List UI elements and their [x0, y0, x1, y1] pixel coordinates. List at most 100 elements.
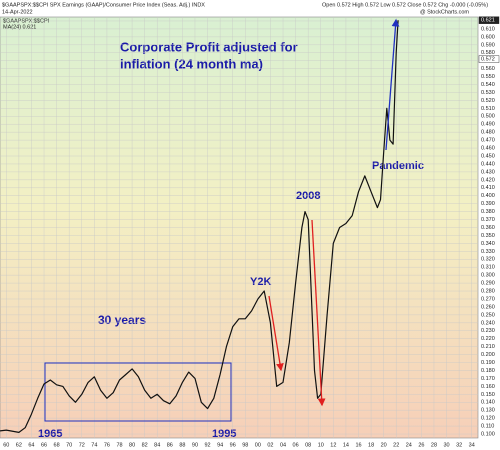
x-tick-label: 94: [217, 442, 223, 448]
y-tick-label: 0.350: [481, 233, 495, 239]
x-tick-label: 02: [267, 442, 273, 448]
x-tick-label: 26: [418, 442, 424, 448]
x-tick-label: 28: [431, 442, 437, 448]
x-tick-label: 92: [204, 442, 210, 448]
x-tick-label: 70: [66, 442, 72, 448]
source: @ StockCharts.com: [420, 9, 469, 15]
y-tick-label: 0.560: [481, 66, 495, 72]
y-tick-label: 0.600: [481, 34, 495, 40]
chart-subtitle: inflation (24 month ma): [120, 56, 263, 71]
x-tick-label: 12: [330, 442, 336, 448]
x-tick-label: 14: [343, 442, 349, 448]
y-tick-label: 0.370: [481, 217, 495, 223]
y-tick-label: 0.540: [481, 82, 495, 88]
x-tick-label: 80: [129, 442, 135, 448]
y-tick-label: 0.310: [481, 265, 495, 271]
y-tick-label: 0.400: [481, 193, 495, 199]
y-tick-label: 0.240: [481, 320, 495, 326]
last-value-tag: [478, 55, 500, 63]
y-tick-label: 0.220: [481, 336, 495, 342]
y-tick-label: 0.200: [481, 352, 495, 358]
y-tick-label: 0.320: [481, 257, 495, 263]
x-tick-label: 72: [79, 442, 85, 448]
y-tick-label: 0.460: [481, 146, 495, 152]
x-tick-label: 32: [456, 442, 462, 448]
y-tick-label: 0.330: [481, 249, 495, 255]
y-tick-label: 0.510: [481, 106, 495, 112]
arrow: [311, 219, 326, 407]
annotation: 30 years: [98, 313, 146, 327]
y-tick-label: 0.340: [481, 241, 495, 247]
y-tick-label: 0.410: [481, 185, 495, 191]
y-tick-label: 0.450: [481, 153, 495, 159]
x-tick-label: 86: [167, 442, 173, 448]
y-tick-label: 0.380: [481, 209, 495, 215]
x-tick-label: 16: [355, 442, 361, 448]
date: 14-Apr-2022: [2, 9, 33, 15]
y-tick-label: 0.430: [481, 169, 495, 175]
x-tick-label: 64: [28, 442, 34, 448]
symbol-line: $GAAPSPX:$$CPI SPX Earnings (GAAP)/Consu…: [2, 2, 205, 8]
y-tick-label: 0.470: [481, 138, 495, 144]
y-tick-label: 0.210: [481, 344, 495, 350]
y-tick-label: 0.130: [481, 408, 495, 414]
annotation: Y2K: [250, 276, 271, 288]
y-tick-label: 0.490: [481, 122, 495, 128]
x-tick-label: 30: [443, 442, 449, 448]
x-tick-label: 34: [469, 442, 475, 448]
x-tick-label: 06: [293, 442, 299, 448]
x-tick-label: 08: [305, 442, 311, 448]
y-tick-label: 0.290: [481, 281, 495, 287]
y-tick-label: 0.550: [481, 74, 495, 80]
x-tick-label: 24: [406, 442, 412, 448]
line: [0, 20, 399, 433]
y-tick-label: 0.180: [481, 368, 495, 374]
y-tick-label: 0.530: [481, 90, 495, 96]
y-tick-label: 0.170: [481, 376, 495, 382]
x-tick-label: 74: [91, 442, 97, 448]
x-tick-label: 62: [16, 442, 22, 448]
y-tick-label: 0.190: [481, 360, 495, 366]
x-tick-label: 76: [104, 442, 110, 448]
legend-entry: $GAAPSPX:$$CPI: [3, 18, 50, 24]
last-value-label: 0.572: [481, 57, 495, 63]
y-tick-label: 0.270: [481, 296, 495, 302]
x-tick-label: 10: [318, 442, 324, 448]
y-tick-label: 0.140: [481, 400, 495, 406]
y-tick-label: 0.480: [481, 130, 495, 136]
x-tick-label: 22: [393, 442, 399, 448]
y-tick-label: 0.500: [481, 114, 495, 120]
x-tick-label: 78: [116, 442, 122, 448]
x-tick-label: 00: [255, 442, 261, 448]
quote-line: Open 0.572 High 0.572 Low 0.572 Close 0.…: [322, 2, 488, 8]
x-tick-label: 66: [41, 442, 47, 448]
x-tick-label: 82: [142, 442, 148, 448]
last-value-tag: [478, 16, 500, 24]
x-tick-label: 84: [154, 442, 160, 448]
y-tick-label: 0.230: [481, 328, 495, 334]
y-tick-label: 0.590: [481, 42, 495, 48]
y-tick-label: 0.520: [481, 98, 495, 104]
x-tick-label: 04: [280, 442, 286, 448]
y-tick-label: 0.110: [481, 424, 494, 430]
y-tick-label: 0.610: [481, 26, 495, 32]
y-tick-label: 0.150: [481, 392, 495, 398]
y-tick-label: 0.300: [481, 273, 495, 279]
y-tick-label: 0.250: [481, 312, 495, 318]
legend-entry: MA(24) 0.621: [3, 24, 36, 30]
y-tick-label: 0.440: [481, 161, 495, 167]
y-tick-label: 0.280: [481, 289, 495, 295]
arrow: [268, 295, 284, 372]
x-tick-label: 20: [381, 442, 387, 448]
y-tick-label: 0.100: [481, 431, 495, 437]
chart-title: Corporate Profit adjusted for: [120, 39, 298, 54]
x-tick-label: 68: [54, 442, 60, 448]
y-tick-label: 0.160: [481, 384, 495, 390]
x-tick-label: 96: [230, 442, 236, 448]
x-tick-label: 98: [242, 442, 248, 448]
last-value-label: 0.621: [481, 18, 495, 24]
y-tick-label: 0.260: [481, 304, 495, 310]
y-tick-label: 0.120: [481, 416, 495, 422]
range-box: [44, 362, 232, 422]
